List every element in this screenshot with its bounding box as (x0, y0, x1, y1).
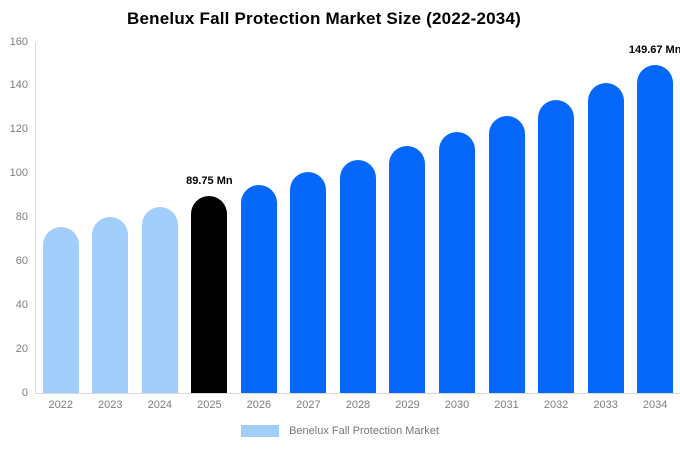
bar-2028[interactable] (339, 159, 376, 393)
x-axis-label-2023: 2023 (98, 399, 123, 411)
y-axis-tick-label: 20 (15, 342, 28, 355)
bar-2026[interactable] (240, 184, 277, 393)
legend-item[interactable]: Benelux Fall Protection Market (241, 425, 439, 437)
bar-slot-2030 (432, 42, 482, 393)
bar-slot-2031 (482, 42, 532, 393)
x-axis-label-2028: 2028 (345, 399, 371, 411)
bar-slot-2023 (86, 42, 136, 393)
y-axis-tick-label: 0 (21, 386, 28, 399)
bar-slot-2025: 89.75 Mn (185, 42, 235, 393)
x-axis-label-2025: 2025 (197, 399, 222, 411)
x-axis-label-2032: 2032 (543, 399, 569, 411)
x-axis-label-2024: 2024 (147, 399, 173, 411)
x-axis-label-2027: 2027 (296, 399, 321, 411)
bar-slot-2029 (383, 42, 433, 393)
x-axis-label-2026: 2026 (246, 399, 272, 411)
x-axis-label-2030: 2030 (444, 399, 470, 411)
bar-2031[interactable] (488, 116, 525, 393)
y-axis-tick-label: 60 (15, 254, 28, 267)
y-axis-tick-label: 160 (9, 35, 28, 48)
bar-2032[interactable] (538, 100, 575, 393)
x-axis-line (35, 393, 680, 394)
y-axis-tick-label: 100 (9, 167, 28, 180)
bar-2029[interactable] (389, 145, 426, 393)
bar-2024[interactable] (141, 206, 178, 393)
bar-slot-2027 (284, 42, 334, 393)
legend: Benelux Fall Protection Market (0, 425, 680, 437)
bar-2022[interactable] (42, 226, 79, 393)
y-axis-tick-label: 120 (9, 123, 28, 136)
bar-slot-2024 (135, 42, 185, 393)
chart-title: Benelux Fall Protection Market Size (202… (127, 9, 521, 28)
bar-2027[interactable] (290, 172, 327, 393)
bar-2034[interactable] (637, 64, 674, 393)
bar-slot-2026 (234, 42, 284, 393)
x-axis-label-2022: 2022 (48, 399, 73, 411)
x-axis-label-2029: 2029 (395, 399, 420, 411)
x-axis-label-2033: 2033 (593, 399, 618, 411)
x-axis-label-2031: 2031 (494, 399, 519, 411)
bar-value-label-2034: 149.67 Mn (628, 43, 680, 56)
bar-2030[interactable] (439, 131, 476, 393)
x-axis-label-2034: 2034 (642, 399, 668, 411)
bar-value-label-2025: 89.75 Mn (186, 175, 233, 188)
bar-2023[interactable] (92, 217, 129, 393)
bar-2025[interactable] (191, 196, 228, 393)
bar-2033[interactable] (587, 82, 624, 393)
y-axis-tick-label: 40 (15, 298, 28, 311)
legend-swatch (241, 425, 280, 437)
bar-slot-2034: 149.67 Mn (628, 42, 680, 393)
y-axis-tick-label: 140 (9, 79, 28, 92)
y-axis: 0 20 40 60 80 100 120 140 160 (0, 36, 28, 399)
y-axis-tick-label: 80 (15, 211, 28, 223)
x-axis: 2022 2023 2024 2025 2026 2027 2028 2029 2030 2031… (36, 399, 680, 411)
bar-slot-2033 (581, 42, 631, 393)
bar-slot-2022 (36, 42, 86, 393)
bar-slot-2028 (333, 42, 383, 393)
y-axis-line (35, 42, 36, 393)
plot-area: 89.75 Mn 149.67 Mn (36, 42, 680, 393)
legend-label: Benelux Fall Protection Market (289, 425, 439, 437)
bar-slot-2032 (531, 42, 581, 393)
